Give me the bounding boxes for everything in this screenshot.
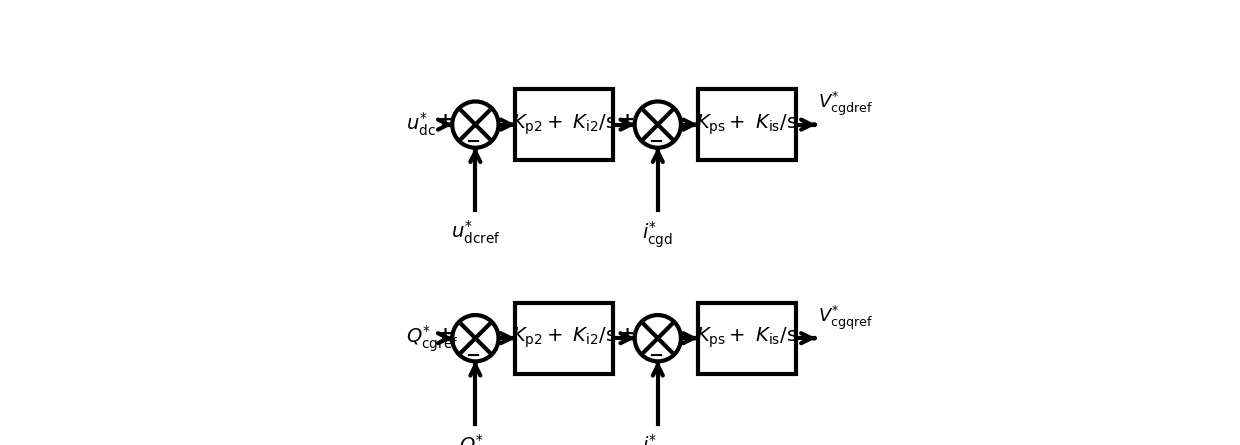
- Text: $V_{\mathrm{cgqref}}^{*}$: $V_{\mathrm{cgqref}}^{*}$: [818, 303, 873, 332]
- Text: $u_{\mathrm{dcref}}^{*}$: $u_{\mathrm{dcref}}^{*}$: [450, 219, 500, 247]
- Text: −: −: [649, 134, 663, 151]
- Text: +: +: [619, 111, 634, 129]
- Text: +: +: [436, 325, 451, 343]
- Text: −: −: [649, 347, 663, 365]
- Bar: [698, 89, 796, 160]
- Text: −: −: [465, 347, 481, 365]
- Text: $i_{\mathrm{cgq}}^{*}$: $i_{\mathrm{cgq}}^{*}$: [642, 433, 673, 445]
- Text: −: −: [465, 134, 481, 151]
- Bar: [516, 89, 614, 160]
- Bar: [516, 303, 614, 374]
- Text: $K_{\mathrm{p2}}+\ K_{\mathrm{i2}}/\mathrm{s}$: $K_{\mathrm{p2}}+\ K_{\mathrm{i2}}/\math…: [512, 112, 616, 137]
- Text: $u_{\mathrm{dc}}^{*}$: $u_{\mathrm{dc}}^{*}$: [407, 111, 436, 138]
- Text: $K_{\mathrm{ps}}+\ K_{\mathrm{is}}/\mathrm{s}$: $K_{\mathrm{ps}}+\ K_{\mathrm{is}}/\math…: [696, 326, 797, 351]
- Text: +: +: [436, 111, 451, 129]
- Text: $Q_{\mathrm{cgref}}^{*}$: $Q_{\mathrm{cgref}}^{*}$: [407, 323, 459, 353]
- Text: $i_{\mathrm{cgd}}^{*}$: $i_{\mathrm{cgd}}^{*}$: [642, 219, 673, 250]
- Bar: [698, 303, 796, 374]
- Text: $V_{\mathrm{cgdref}}^{*}$: $V_{\mathrm{cgdref}}^{*}$: [818, 89, 873, 118]
- Text: $K_{\mathrm{p2}}+\ K_{\mathrm{i2}}/\mathrm{s}$: $K_{\mathrm{p2}}+\ K_{\mathrm{i2}}/\math…: [512, 326, 616, 351]
- Text: $Q_{\mathrm{cg}}^{*}$: $Q_{\mathrm{cg}}^{*}$: [459, 433, 491, 445]
- Text: +: +: [619, 325, 634, 343]
- Text: $K_{\mathrm{ps}}+\ K_{\mathrm{is}}/\mathrm{s}$: $K_{\mathrm{ps}}+\ K_{\mathrm{is}}/\math…: [696, 112, 797, 137]
